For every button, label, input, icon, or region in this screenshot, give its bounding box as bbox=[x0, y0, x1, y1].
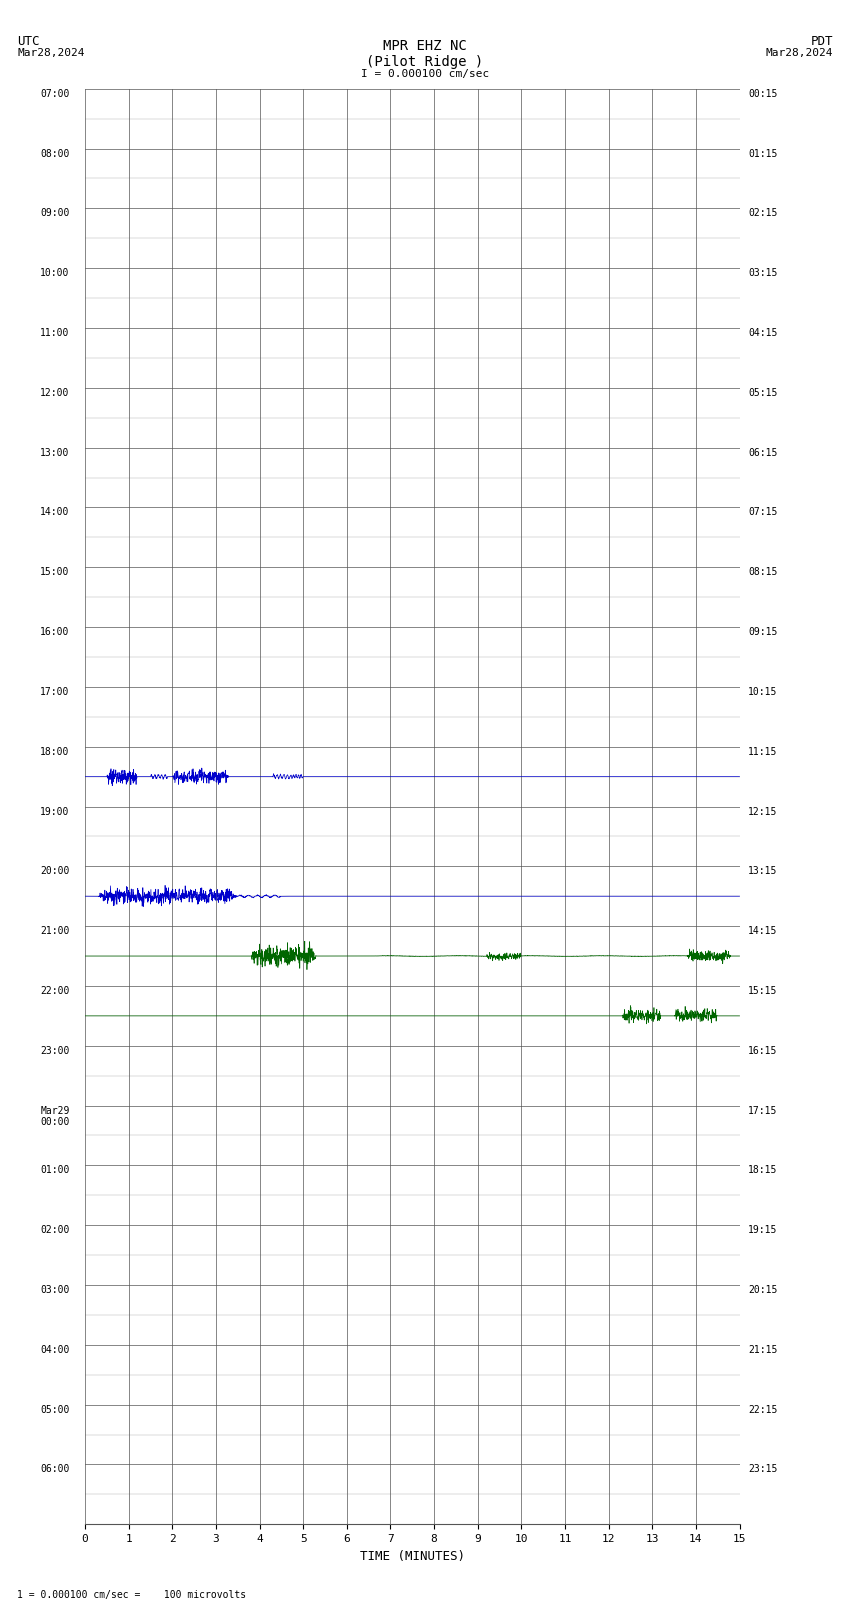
Text: 16:00: 16:00 bbox=[40, 627, 70, 637]
Text: 17:00: 17:00 bbox=[40, 687, 70, 697]
Text: 20:15: 20:15 bbox=[748, 1286, 778, 1295]
Text: 16:15: 16:15 bbox=[748, 1045, 778, 1057]
Text: 05:00: 05:00 bbox=[40, 1405, 70, 1415]
Text: 03:00: 03:00 bbox=[40, 1286, 70, 1295]
Text: 22:15: 22:15 bbox=[748, 1405, 778, 1415]
Text: I = 0.000100 cm/sec: I = 0.000100 cm/sec bbox=[361, 69, 489, 79]
Text: 23:15: 23:15 bbox=[748, 1465, 778, 1474]
Text: PDT: PDT bbox=[811, 35, 833, 48]
Text: 18:15: 18:15 bbox=[748, 1165, 778, 1176]
Text: 13:00: 13:00 bbox=[40, 448, 70, 458]
Text: 02:15: 02:15 bbox=[748, 208, 778, 218]
Text: 01:15: 01:15 bbox=[748, 148, 778, 158]
Text: 14:00: 14:00 bbox=[40, 508, 70, 518]
Text: Mar28,2024: Mar28,2024 bbox=[17, 48, 84, 58]
Text: 12:15: 12:15 bbox=[748, 806, 778, 816]
Text: 00:15: 00:15 bbox=[748, 89, 778, 98]
Text: 23:00: 23:00 bbox=[40, 1045, 70, 1057]
Text: 17:15: 17:15 bbox=[748, 1105, 778, 1116]
Text: 08:00: 08:00 bbox=[40, 148, 70, 158]
Text: 10:15: 10:15 bbox=[748, 687, 778, 697]
Text: 21:00: 21:00 bbox=[40, 926, 70, 936]
Text: 05:15: 05:15 bbox=[748, 387, 778, 398]
Text: (Pilot Ridge ): (Pilot Ridge ) bbox=[366, 55, 484, 69]
Text: 04:00: 04:00 bbox=[40, 1345, 70, 1355]
Text: 09:00: 09:00 bbox=[40, 208, 70, 218]
Text: 19:15: 19:15 bbox=[748, 1226, 778, 1236]
Text: 10:00: 10:00 bbox=[40, 268, 70, 277]
Text: Mar28,2024: Mar28,2024 bbox=[766, 48, 833, 58]
Text: 15:15: 15:15 bbox=[748, 986, 778, 995]
Text: MPR EHZ NC: MPR EHZ NC bbox=[383, 39, 467, 53]
Text: 14:15: 14:15 bbox=[748, 926, 778, 936]
Text: 20:00: 20:00 bbox=[40, 866, 70, 876]
Text: 03:15: 03:15 bbox=[748, 268, 778, 277]
Text: 22:00: 22:00 bbox=[40, 986, 70, 995]
Text: 11:00: 11:00 bbox=[40, 327, 70, 339]
Text: 07:00: 07:00 bbox=[40, 89, 70, 98]
Text: 11:15: 11:15 bbox=[748, 747, 778, 756]
Text: 1 = 0.000100 cm/sec =    100 microvolts: 1 = 0.000100 cm/sec = 100 microvolts bbox=[17, 1590, 246, 1600]
Text: 09:15: 09:15 bbox=[748, 627, 778, 637]
Text: 19:00: 19:00 bbox=[40, 806, 70, 816]
Text: 12:00: 12:00 bbox=[40, 387, 70, 398]
Text: 18:00: 18:00 bbox=[40, 747, 70, 756]
Text: 06:00: 06:00 bbox=[40, 1465, 70, 1474]
Text: 02:00: 02:00 bbox=[40, 1226, 70, 1236]
Text: 15:00: 15:00 bbox=[40, 568, 70, 577]
X-axis label: TIME (MINUTES): TIME (MINUTES) bbox=[360, 1550, 465, 1563]
Text: 08:15: 08:15 bbox=[748, 568, 778, 577]
Text: 01:00: 01:00 bbox=[40, 1165, 70, 1176]
Text: 06:15: 06:15 bbox=[748, 448, 778, 458]
Text: UTC: UTC bbox=[17, 35, 39, 48]
Text: Mar29
00:00: Mar29 00:00 bbox=[40, 1105, 70, 1127]
Text: 21:15: 21:15 bbox=[748, 1345, 778, 1355]
Text: 04:15: 04:15 bbox=[748, 327, 778, 339]
Text: 13:15: 13:15 bbox=[748, 866, 778, 876]
Text: 07:15: 07:15 bbox=[748, 508, 778, 518]
